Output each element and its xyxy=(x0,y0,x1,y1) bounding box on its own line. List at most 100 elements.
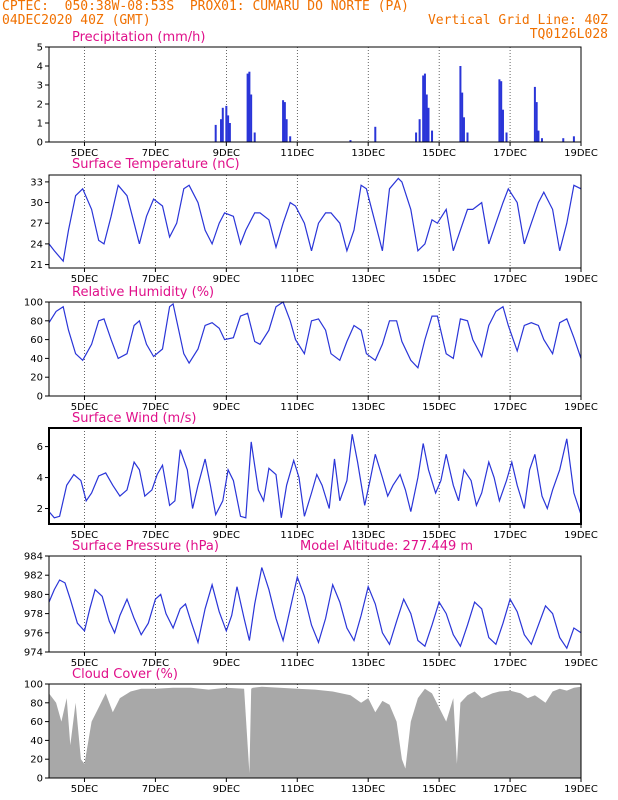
precip-bar xyxy=(246,73,249,142)
x-tick-label: 15DEC xyxy=(422,402,456,413)
panel-frame xyxy=(48,46,582,143)
precip-bar xyxy=(220,119,223,142)
panel-frame xyxy=(48,301,582,397)
precip-bar xyxy=(431,130,434,142)
precip-bar xyxy=(540,138,543,142)
x-tick-label: 13DEC xyxy=(351,530,385,541)
panel-title-precipitation: Precipitation (mm/h) xyxy=(72,30,205,45)
x-tick-label: 17DEC xyxy=(493,402,527,413)
y-tick-label: 3 xyxy=(37,81,43,92)
x-tick-label: 5DEC xyxy=(71,530,98,541)
y-tick-label: 100 xyxy=(24,298,43,309)
x-tick-label: 7DEC xyxy=(142,148,169,159)
precip-bar xyxy=(459,66,462,142)
x-tick-label: 11DEC xyxy=(280,784,314,795)
panel-2: 21 24 27 30 33 5DEC 7DEC 9DEC 11DEC 13DEC 15DEC 17D… xyxy=(30,157,598,285)
header-grid-note: Vertical Grid Line: 40Z xyxy=(427,13,608,28)
precip-bar xyxy=(498,79,501,142)
y-tick-label: 60 xyxy=(30,717,43,728)
y-tick-label: 6 xyxy=(37,442,43,453)
panel-frame xyxy=(48,555,582,653)
x-tick-label: 13DEC xyxy=(351,148,385,159)
x-tick-label: 9DEC xyxy=(213,530,240,541)
panel-title-cloud: Cloud Cover (%) xyxy=(72,667,178,682)
y-tick-label: 2 xyxy=(37,100,43,111)
panel-6: 0 20 40 60 80 100 5DEC 7DEC 9DEC 11DEC 13DEC 15DEC 1… xyxy=(24,667,598,795)
panel-frame xyxy=(48,427,582,525)
precip-bar xyxy=(533,86,536,142)
x-tick-label: 17DEC xyxy=(493,530,527,541)
header-date: 04DEC2020 40Z (GMT) xyxy=(2,13,151,28)
y-tick-label: 5 xyxy=(37,43,43,54)
precip-bar xyxy=(562,138,565,142)
y-tick-label: 4 xyxy=(37,62,43,73)
y-tick-label: 976 xyxy=(24,628,43,639)
y-tick-label: 980 xyxy=(24,590,43,601)
panel-1: 0 1 2 3 4 5 5DEC 7DEC 9DEC 11DEC 13DEC 15DEC 17DEC 19… xyxy=(37,30,598,159)
y-tick-label: 40 xyxy=(30,736,43,747)
precip-bar xyxy=(374,126,377,142)
x-tick-label: 5DEC xyxy=(71,148,98,159)
x-tick-label: 13DEC xyxy=(351,274,385,285)
series-line xyxy=(48,177,582,263)
panel-title-temperature: Surface Temperature (nC) xyxy=(72,157,240,172)
x-tick-label: 19DEC xyxy=(564,784,598,795)
precip-bar xyxy=(228,123,231,142)
x-tick-label: 9DEC xyxy=(213,402,240,413)
panel-frame xyxy=(48,174,582,269)
x-tick-label: 9DEC xyxy=(213,658,240,669)
x-tick-label: 19DEC xyxy=(564,658,598,669)
y-tick-label: 20 xyxy=(30,373,43,384)
y-tick-label: 100 xyxy=(24,680,43,691)
x-tick-label: 17DEC xyxy=(493,658,527,669)
x-tick-label: 17DEC xyxy=(493,784,527,795)
precip-bar xyxy=(221,107,224,142)
x-tick-label: 15DEC xyxy=(422,148,456,159)
panel-title-pressure: Surface Pressure (hPa) xyxy=(72,539,219,554)
x-tick-label: 15DEC xyxy=(422,274,456,285)
precip-bar xyxy=(289,136,292,142)
y-tick-label: 4 xyxy=(37,473,43,484)
precip-bar xyxy=(423,73,426,142)
x-tick-label: 5DEC xyxy=(71,658,98,669)
x-tick-label: 7DEC xyxy=(142,784,169,795)
y-tick-label: 80 xyxy=(30,698,43,709)
x-tick-label: 7DEC xyxy=(142,658,169,669)
y-tick-label: 24 xyxy=(30,239,43,250)
y-tick-label: 982 xyxy=(24,571,43,582)
x-tick-label: 9DEC xyxy=(213,784,240,795)
header-model-code: TQ0126L028 xyxy=(529,27,608,42)
precip-bar xyxy=(418,119,421,142)
y-tick-label: 20 xyxy=(30,755,43,766)
x-tick-label: 9DEC xyxy=(213,274,240,285)
precip-bar xyxy=(349,140,352,142)
precip-bar xyxy=(505,132,508,142)
panel-frame xyxy=(48,683,582,779)
y-tick-label: 0 xyxy=(37,774,43,785)
y-tick-label: 33 xyxy=(30,177,43,188)
x-tick-label: 17DEC xyxy=(493,148,527,159)
panel-title-wind: Surface Wind (m/s) xyxy=(72,411,196,426)
panel-4: 2 4 6 5DEC 7DEC 9DEC 11DEC 13DEC 15DEC 17DEC 19DEC… xyxy=(37,411,598,541)
precip-bar xyxy=(461,92,464,142)
x-tick-label: 11DEC xyxy=(280,658,314,669)
series-line xyxy=(48,301,582,370)
y-tick-label: 978 xyxy=(24,609,43,620)
x-tick-label: 9DEC xyxy=(213,148,240,159)
model-altitude: Model Altitude: 277.449 m xyxy=(300,539,473,554)
x-tick-label: 5DEC xyxy=(71,784,98,795)
x-tick-label: 13DEC xyxy=(351,784,385,795)
x-tick-label: 11DEC xyxy=(280,148,314,159)
y-tick-label: 1 xyxy=(37,119,43,130)
x-tick-label: 19DEC xyxy=(564,402,598,413)
y-tick-label: 60 xyxy=(30,335,43,346)
precip-bar xyxy=(501,109,504,142)
x-tick-label: 15DEC xyxy=(422,784,456,795)
y-tick-label: 21 xyxy=(30,260,43,271)
x-tick-label: 19DEC xyxy=(564,530,598,541)
precip-bar xyxy=(253,132,256,142)
precip-bar xyxy=(227,115,230,142)
precip-bar xyxy=(283,102,286,142)
x-tick-label: 11DEC xyxy=(280,530,314,541)
